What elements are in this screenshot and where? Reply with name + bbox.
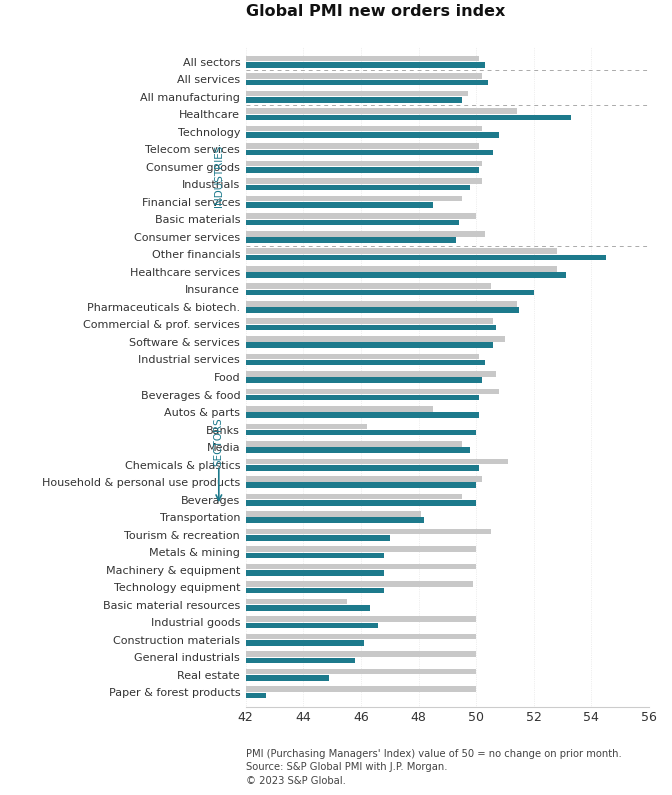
Bar xyxy=(246,143,479,149)
Bar xyxy=(246,308,519,313)
Bar xyxy=(246,424,367,429)
Bar xyxy=(246,184,470,190)
Bar xyxy=(246,301,517,307)
Bar xyxy=(246,564,476,569)
Bar xyxy=(246,91,468,96)
Bar xyxy=(246,640,364,646)
Bar xyxy=(246,459,508,464)
Bar xyxy=(246,213,476,219)
Bar xyxy=(246,354,479,359)
Bar xyxy=(246,248,557,254)
Bar xyxy=(246,284,491,289)
Bar xyxy=(246,237,456,242)
Bar xyxy=(246,231,485,236)
Bar xyxy=(246,588,384,593)
Bar xyxy=(246,202,433,207)
Bar xyxy=(246,483,476,488)
Bar xyxy=(246,360,485,366)
Bar xyxy=(246,406,433,412)
Bar xyxy=(246,500,476,506)
Bar xyxy=(246,80,488,85)
Text: Source: S&P Global PMI with J.P. Morgan.: Source: S&P Global PMI with J.P. Morgan. xyxy=(246,762,447,773)
Bar xyxy=(246,518,424,523)
Bar xyxy=(246,476,482,482)
Bar xyxy=(246,56,479,61)
Bar xyxy=(246,289,534,296)
Bar xyxy=(246,108,517,114)
Bar xyxy=(246,581,473,587)
Bar xyxy=(246,529,491,534)
Bar xyxy=(246,535,390,541)
Bar xyxy=(246,669,476,674)
Bar xyxy=(246,622,378,628)
Bar xyxy=(246,395,479,401)
Bar xyxy=(246,599,347,604)
Text: INDUSTRIES: INDUSTRIES xyxy=(214,145,224,207)
Bar xyxy=(246,494,462,499)
Bar xyxy=(246,161,482,166)
Bar xyxy=(246,272,566,277)
Bar xyxy=(246,430,476,436)
Bar xyxy=(246,97,462,103)
Bar xyxy=(246,132,499,138)
Bar xyxy=(246,126,482,131)
Bar xyxy=(246,570,384,576)
Bar xyxy=(246,634,476,639)
Bar xyxy=(246,219,459,225)
Bar xyxy=(246,325,497,331)
Bar xyxy=(246,546,476,552)
Bar xyxy=(246,371,497,377)
Bar xyxy=(246,196,462,201)
Bar xyxy=(246,167,479,173)
Bar xyxy=(246,686,476,692)
Bar xyxy=(246,651,476,657)
Bar xyxy=(246,605,370,611)
Text: Global PMI new orders index: Global PMI new orders index xyxy=(246,4,505,19)
Bar xyxy=(246,319,493,324)
Bar xyxy=(246,254,606,260)
Bar xyxy=(246,657,355,663)
Bar xyxy=(246,511,421,517)
Bar xyxy=(246,553,384,558)
Bar xyxy=(246,616,476,622)
Bar xyxy=(246,378,482,383)
Bar xyxy=(246,114,571,120)
Bar xyxy=(246,178,482,184)
Bar xyxy=(246,692,266,698)
Text: PMI (Purchasing Managers' Index) value of 50 = no change on prior month.: PMI (Purchasing Managers' Index) value o… xyxy=(246,749,622,759)
Bar xyxy=(246,413,479,418)
Bar xyxy=(246,675,329,681)
Text: © 2023 S&P Global.: © 2023 S&P Global. xyxy=(246,776,345,786)
Bar xyxy=(246,389,499,394)
Bar xyxy=(246,149,493,155)
Bar xyxy=(246,73,482,79)
Text: SECTORS: SECTORS xyxy=(214,417,224,466)
Bar xyxy=(246,343,493,348)
Bar xyxy=(246,448,470,453)
Bar xyxy=(246,441,462,447)
Bar xyxy=(246,336,505,342)
Bar xyxy=(246,62,485,68)
Bar xyxy=(246,266,557,272)
Bar xyxy=(246,465,479,471)
